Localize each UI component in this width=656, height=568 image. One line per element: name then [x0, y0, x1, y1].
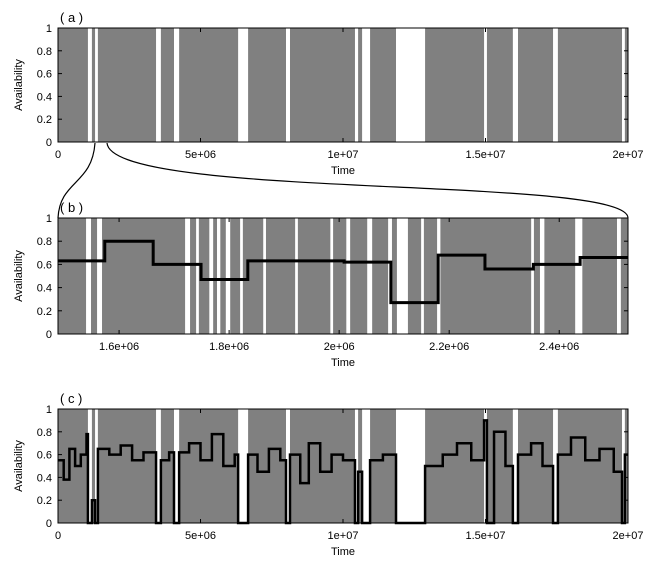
availability-bar: [91, 28, 96, 142]
availability-bar: [350, 218, 368, 334]
availability-bar: [248, 28, 286, 142]
y-tick-label: 0.4: [37, 283, 52, 295]
x-tick-label: 1.5e+07: [465, 530, 505, 542]
availability-bar: [407, 218, 422, 334]
y-tick-label: 0.6: [37, 69, 52, 81]
y-tick-label: 0: [46, 518, 52, 530]
availability-bar: [620, 218, 628, 334]
x-axis-label: Time: [331, 546, 355, 558]
y-tick-label: 0.2: [37, 306, 52, 318]
availability-bar: [440, 218, 532, 334]
x-axis-label: Time: [331, 165, 355, 177]
availability-bar: [557, 28, 623, 142]
x-tick-label: 2.2e+06: [429, 341, 469, 353]
availability-bar: [242, 218, 264, 334]
plot-frame: [57, 217, 629, 335]
x-tick-label: 1e+07: [328, 530, 359, 542]
panel-title: ( b ): [60, 200, 83, 215]
x-tick-label: 2e+07: [613, 149, 644, 161]
availability-bar: [370, 409, 397, 523]
availability-bar: [179, 28, 239, 142]
availability-bar: [160, 28, 174, 142]
y-tick-label: 0.4: [37, 472, 52, 484]
y-tick-label: 0.4: [37, 91, 52, 103]
availability-bar: [160, 409, 174, 523]
x-tick-label: 2.4e+06: [539, 341, 579, 353]
y-tick-label: 0.8: [37, 46, 52, 58]
availability-bar: [544, 218, 576, 334]
x-tick-label: 1.8e+06: [209, 341, 249, 353]
availability-bar: [97, 409, 157, 523]
availability-bar: [358, 409, 363, 523]
availability-bar: [333, 218, 347, 334]
x-tick-label: 5e+06: [185, 149, 216, 161]
y-tick-label: 0.6: [37, 259, 52, 271]
x-tick-label: 0: [55, 530, 61, 542]
y-tick-label: 0.6: [37, 450, 52, 462]
panel-title: ( c ): [60, 391, 82, 406]
availability-bar: [230, 218, 241, 334]
availability-bar: [91, 409, 96, 523]
y-tick-label: 0.8: [37, 427, 52, 439]
availability-bar: [220, 218, 226, 334]
availability-bar: [97, 28, 157, 142]
availability-bar: [265, 218, 296, 334]
y-axis-label: Availability: [13, 440, 25, 492]
availability-bar: [358, 28, 363, 142]
availability-bar: [425, 28, 485, 142]
x-tick-label: 1e+07: [328, 149, 359, 161]
availability-line: [58, 239, 628, 305]
availability-bar: [624, 28, 628, 142]
x-tick-label: 1.6e+06: [99, 341, 139, 353]
y-tick-label: 0.2: [37, 495, 52, 507]
zoom-connector: [57, 142, 96, 219]
availability-bar: [58, 28, 88, 142]
availability-bar: [533, 218, 540, 334]
y-tick-label: 0: [46, 329, 52, 341]
x-tick-label: 1.5e+07: [465, 149, 505, 161]
availability-bar: [391, 218, 397, 334]
zoom-connector: [106, 142, 629, 219]
y-tick-label: 1: [46, 213, 52, 225]
availability-bar: [370, 28, 397, 142]
availability-bar: [102, 218, 186, 334]
availability-bar: [213, 218, 218, 334]
availability-line: [58, 419, 628, 525]
availability-bar: [190, 218, 197, 334]
y-tick-label: 0: [46, 137, 52, 149]
y-tick-label: 0.8: [37, 236, 52, 248]
y-tick-label: 0.2: [37, 114, 52, 126]
availability-bar: [198, 218, 210, 334]
availability-bar: [423, 218, 438, 334]
availability-bar: [582, 218, 617, 334]
availability-bar: [58, 218, 87, 334]
x-tick-label: 2e+07: [613, 530, 644, 542]
availability-bar: [297, 218, 331, 334]
y-tick-label: 1: [46, 404, 52, 416]
y-axis-label: Availability: [13, 250, 25, 302]
availability-bar: [557, 409, 623, 523]
availability-bar: [289, 28, 355, 142]
x-axis-label: Time: [331, 357, 355, 369]
availability-bar: [372, 218, 389, 334]
y-tick-label: 1: [46, 23, 52, 35]
availability-bar: [624, 409, 628, 523]
x-tick-label: 0: [55, 149, 61, 161]
y-axis-label: Availability: [13, 59, 25, 111]
x-tick-label: 2e+06: [324, 341, 355, 353]
availability-bar: [248, 409, 286, 523]
availability-bar: [517, 28, 554, 142]
x-tick-label: 5e+06: [185, 530, 216, 542]
availability-bar: [486, 28, 513, 142]
panel-title: ( a ): [60, 10, 83, 25]
availability-bar: [91, 218, 98, 334]
